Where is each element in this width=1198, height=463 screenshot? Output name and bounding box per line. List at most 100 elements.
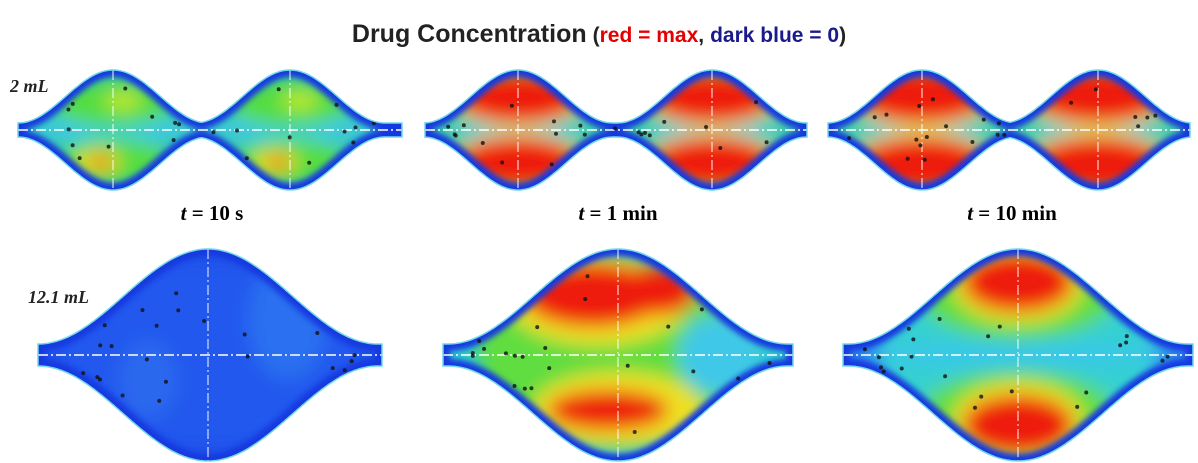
particle bbox=[899, 366, 904, 371]
particle bbox=[879, 365, 884, 370]
particle bbox=[520, 354, 525, 359]
particle bbox=[315, 331, 320, 336]
particle bbox=[245, 354, 250, 359]
legend-max: red = max bbox=[600, 24, 699, 47]
particle bbox=[909, 354, 914, 359]
particle bbox=[944, 124, 949, 129]
particle bbox=[876, 355, 881, 360]
particle bbox=[970, 140, 975, 145]
particle bbox=[924, 135, 929, 140]
particle bbox=[70, 143, 75, 148]
particle bbox=[276, 87, 281, 92]
particle bbox=[973, 405, 978, 410]
particle bbox=[512, 353, 517, 358]
particle bbox=[351, 140, 356, 145]
time-value: = 10 s bbox=[192, 201, 244, 225]
particle bbox=[244, 156, 249, 161]
particle bbox=[287, 135, 292, 140]
row-label: 2 mL bbox=[9, 76, 49, 96]
panel-outline bbox=[842, 248, 1194, 462]
particle bbox=[911, 337, 916, 342]
particle bbox=[334, 102, 339, 107]
particle bbox=[704, 125, 709, 130]
particle bbox=[235, 128, 240, 133]
particle bbox=[98, 343, 103, 348]
particle bbox=[1093, 87, 1098, 92]
particle bbox=[937, 317, 942, 322]
particle bbox=[905, 156, 910, 161]
particle bbox=[1165, 354, 1170, 359]
panel-outline bbox=[442, 248, 794, 462]
particle bbox=[643, 130, 648, 135]
particle bbox=[120, 393, 125, 398]
particle bbox=[144, 357, 149, 362]
particle bbox=[529, 386, 534, 391]
particle bbox=[102, 323, 107, 328]
particle bbox=[163, 379, 168, 384]
time-variable: t bbox=[967, 201, 974, 225]
panel bbox=[38, 249, 382, 461]
particle bbox=[1153, 113, 1158, 118]
particle bbox=[1009, 389, 1014, 394]
particle bbox=[157, 398, 162, 403]
particle bbox=[452, 132, 457, 137]
particle bbox=[662, 119, 667, 124]
time-label: t = 10 s bbox=[181, 201, 244, 225]
time-label: t = 10 min bbox=[967, 201, 1057, 225]
concentration-region bbox=[268, 156, 288, 168]
particle bbox=[718, 146, 723, 151]
particle bbox=[943, 374, 948, 379]
particle bbox=[767, 361, 772, 366]
title-main: Drug Concentration bbox=[352, 20, 587, 48]
particle bbox=[1136, 124, 1141, 129]
particle bbox=[914, 137, 919, 142]
concentration-region bbox=[118, 340, 178, 420]
particle bbox=[66, 127, 71, 132]
particle bbox=[547, 366, 552, 371]
time-variable: t bbox=[181, 201, 188, 225]
time-value: = 1 min bbox=[590, 201, 658, 225]
particle bbox=[106, 144, 111, 149]
concentration-region bbox=[105, 90, 141, 110]
panel bbox=[828, 70, 1190, 190]
particle bbox=[636, 130, 641, 135]
concentration-region bbox=[91, 156, 111, 168]
particle bbox=[95, 375, 100, 380]
particle bbox=[613, 126, 618, 131]
particle bbox=[997, 324, 1002, 329]
particle bbox=[647, 133, 652, 138]
particle bbox=[930, 97, 935, 102]
panel-outline bbox=[827, 69, 1191, 191]
particle bbox=[177, 122, 182, 127]
particle bbox=[470, 350, 475, 355]
particle bbox=[1069, 100, 1074, 105]
particle bbox=[582, 132, 587, 137]
time-value: = 10 min bbox=[978, 201, 1057, 225]
particle bbox=[862, 347, 867, 352]
particle bbox=[583, 297, 588, 302]
panel bbox=[843, 249, 1193, 461]
particle bbox=[872, 115, 877, 120]
particle bbox=[625, 363, 630, 368]
particle bbox=[764, 140, 769, 145]
particle bbox=[1133, 114, 1138, 119]
particle bbox=[639, 132, 644, 137]
particle bbox=[503, 351, 508, 356]
particle bbox=[461, 123, 466, 128]
particle bbox=[174, 291, 179, 296]
particle bbox=[578, 123, 583, 128]
particle bbox=[349, 359, 354, 364]
particle bbox=[918, 143, 923, 148]
particle bbox=[995, 132, 1000, 137]
particle bbox=[754, 100, 759, 105]
legend-open: ( bbox=[593, 24, 600, 47]
legend-close: ) bbox=[839, 24, 846, 47]
particle bbox=[173, 120, 178, 125]
particle bbox=[140, 308, 145, 313]
panel-outline bbox=[17, 69, 403, 191]
particle bbox=[1145, 115, 1150, 120]
particle bbox=[512, 384, 517, 389]
particle bbox=[446, 124, 451, 129]
particle bbox=[881, 369, 886, 374]
